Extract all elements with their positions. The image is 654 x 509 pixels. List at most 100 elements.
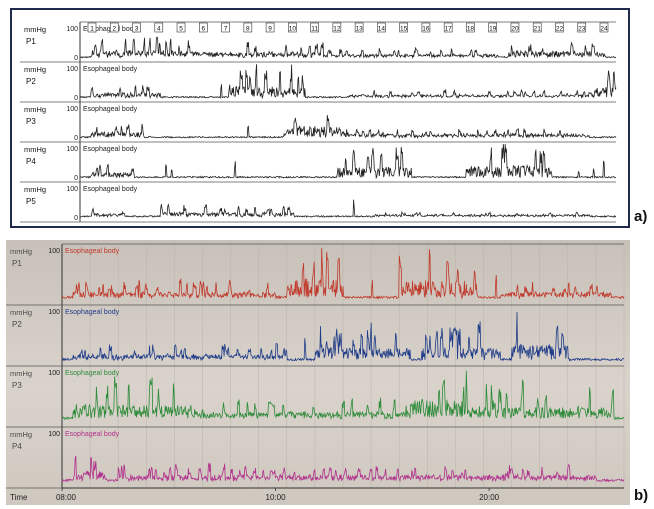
event-marker-box [377,22,386,33]
panel-label-b: b) [634,487,649,504]
region-label: Esophageal body [65,309,120,316]
y-unit-label: mmHg [24,25,46,34]
y-tick-label-bottom: 0 [74,95,78,102]
series-name-label: P1 [12,259,22,268]
event-marker-label: 15 [400,26,408,33]
region-label: Esophageal body [83,146,138,153]
pressure-trace-line [79,143,617,180]
pressure-trace-line [79,36,617,60]
event-marker-label: 7 [224,26,228,33]
pressure-trace-line [61,312,625,362]
event-marker-label: 2 [112,26,116,33]
series-name-label: P3 [12,381,22,390]
region-label: Esophageal body [83,66,138,73]
event-marker-box [243,22,253,33]
region-label: Esophageal body [65,248,120,255]
series-name-label: P2 [12,320,22,329]
event-marker-box [199,22,208,33]
event-marker-box [154,22,164,33]
pressure-trace-line [79,64,617,100]
chart-panel-a: mmHg P1 100 0 Esophageal body mmHg P2 100 0 Esoph… [10,8,630,228]
series-name-label: P1 [26,37,36,46]
event-marker-label: 19 [489,26,497,33]
y-tick-label-bottom: 0 [74,175,78,182]
event-marker-label: 11 [311,26,318,33]
chart-panel-b: mmHg P1 100 Esophageal body mmHg P2 100 Esophag… [6,240,630,505]
event-marker-label: 24 [600,26,608,33]
event-marker-box [176,22,186,33]
y-tick-label-top: 100 [48,309,60,316]
y-unit-label: mmHg [10,430,32,439]
event-marker-box [310,22,319,33]
event-marker-box [421,22,431,33]
pressure-tracing-chart-b: mmHg P1 100 Esophageal body mmHg P2 100 Esophag… [6,243,625,502]
event-marker-label: 23 [578,26,586,33]
event-marker-box [265,22,275,33]
series-name-label: P5 [26,197,36,206]
series-name-label: P4 [26,157,36,166]
region-label: Esophageal body [65,370,120,377]
x-tick-label: 20:00 [479,493,500,502]
event-marker-label: 12 [333,26,341,33]
event-marker-label: 4 [157,26,161,33]
event-marker-box [109,22,119,33]
event-marker-box [599,22,609,33]
event-marker-box [332,22,342,33]
event-marker-label: 3 [135,26,139,33]
pressure-trace-line [61,455,625,483]
event-marker-label: 16 [422,26,430,33]
event-marker-label: 10 [289,26,297,33]
pressure-trace-line [79,199,617,219]
event-marker-label: 20 [511,26,519,33]
y-tick-label-bottom: 0 [74,55,78,62]
series-name-label: P2 [26,77,36,86]
event-marker-label: 8 [246,26,250,33]
y-tick-label-top: 100 [48,431,60,438]
event-marker-box [87,22,97,33]
pressure-trace-line [61,247,625,300]
event-marker-label: 5 [179,26,183,33]
region-label: Esophageal body [83,106,138,113]
event-marker-box [443,22,453,33]
panel-label-a: a) [634,208,648,225]
event-marker-label: 14 [378,26,386,33]
y-unit-label: mmHg [24,185,46,194]
event-marker-label: 21 [534,26,542,33]
y-tick-label-top: 100 [48,248,60,255]
event-marker-box [132,22,141,33]
event-marker-label: 17 [445,26,453,33]
event-marker-box [354,22,364,33]
y-tick-label-top: 100 [66,146,78,153]
event-marker-label: 13 [356,26,364,33]
x-tick-label: 10:00 [266,493,287,502]
region-label: Esophageal body [65,431,120,438]
y-tick-label-top: 100 [66,186,78,193]
event-marker-box [532,22,542,33]
y-unit-label: mmHg [10,369,32,378]
event-marker-box [555,22,564,33]
event-marker-label: 9 [268,26,272,33]
event-marker-label: 1 [90,26,94,33]
event-marker-box [577,22,587,33]
event-marker-label: 22 [556,26,564,33]
y-unit-label: mmHg [10,247,32,256]
event-marker-box [510,22,520,33]
event-marker-label: 6 [201,26,205,33]
event-marker-box [488,22,497,33]
y-unit-label: mmHg [24,145,46,154]
y-tick-label-bottom: 0 [74,135,78,142]
region-label: Esophageal body [83,186,138,193]
event-marker-box [221,22,230,33]
event-marker-label: 18 [467,26,475,33]
y-unit-label: mmHg [24,65,46,74]
y-tick-label-top: 100 [48,370,60,377]
pressure-trace-line [61,370,625,421]
event-marker-box [288,22,297,33]
series-name-label: P3 [26,117,36,126]
y-tick-label-top: 100 [66,106,78,113]
event-marker-box [399,22,408,33]
series-name-label: P4 [12,442,22,451]
pressure-trace-line [79,115,617,139]
y-tick-label-bottom: 0 [74,215,78,222]
